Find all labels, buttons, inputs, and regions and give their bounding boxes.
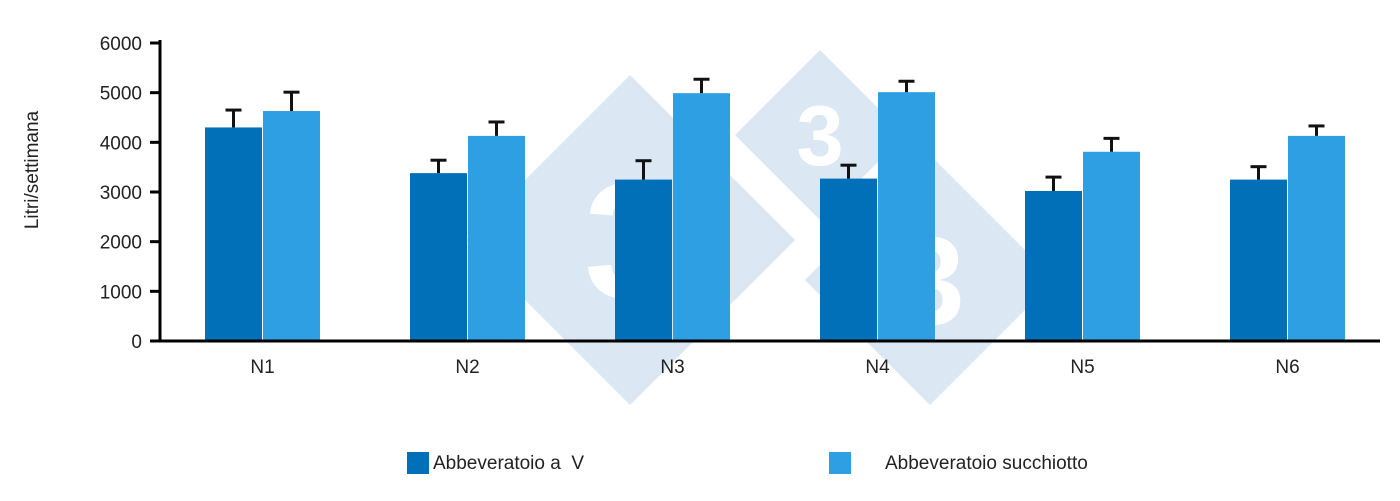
bar-n1-series-2 bbox=[263, 111, 320, 341]
bar-n5-series-2 bbox=[1083, 151, 1140, 341]
x-tick-label-n6: N6 bbox=[1275, 357, 1299, 378]
y-tick-label-5000: 5000 bbox=[100, 84, 142, 105]
legend: Abbeveratoio a V Abbeveratoio succhiotto bbox=[407, 452, 1088, 474]
y-tick-label-6000: 6000 bbox=[100, 34, 142, 55]
y-tick-label-0: 0 bbox=[131, 332, 142, 353]
axes-layer: 0 1000 2000 3000 4000 5000 6000 N1 N2 N3 N4 N5 N6 Lit… bbox=[22, 34, 1380, 378]
bar-n1-series-1 bbox=[205, 127, 262, 341]
error-bars-layer bbox=[225, 77, 1325, 192]
y-tick-label-1000: 1000 bbox=[100, 282, 142, 303]
bar-n2-series-1 bbox=[410, 173, 467, 341]
watermark-diamond-2 bbox=[735, 50, 905, 220]
legend-label-series-1: Abbeveratoio a V bbox=[433, 453, 584, 474]
bar-n6-series-1 bbox=[1230, 179, 1287, 341]
x-tick-label-n3: N3 bbox=[660, 357, 684, 378]
x-tick-label-n1: N1 bbox=[250, 357, 274, 378]
legend-label-series-2: Abbeveratoio succhiotto bbox=[885, 453, 1088, 474]
legend-swatch-series-2 bbox=[829, 452, 851, 474]
y-axis-title: Litri/settimana bbox=[22, 110, 43, 229]
x-tick-label-n4: N4 bbox=[865, 357, 890, 378]
y-tick-label-2000: 2000 bbox=[100, 233, 142, 254]
bar-n4-series-1 bbox=[820, 178, 877, 341]
y-tick-label-3000: 3000 bbox=[100, 183, 142, 204]
bar-n4-series-2 bbox=[878, 92, 935, 341]
x-tick-label-n5: N5 bbox=[1070, 357, 1094, 378]
bar-n3-series-1 bbox=[615, 179, 672, 341]
watermark-glyph-2: 3 bbox=[796, 89, 843, 184]
bars-layer bbox=[205, 92, 1345, 341]
y-tick-label-4000: 4000 bbox=[100, 133, 142, 154]
watermark: 333 bbox=[465, 50, 1055, 405]
bar-n6-series-2 bbox=[1288, 135, 1345, 341]
bar-n3-series-2 bbox=[673, 93, 730, 341]
bar-n5-series-1 bbox=[1025, 191, 1082, 341]
x-tick-label-n2: N2 bbox=[455, 357, 479, 378]
legend-swatch-series-1 bbox=[407, 452, 429, 474]
bar-n2-series-2 bbox=[468, 135, 525, 341]
